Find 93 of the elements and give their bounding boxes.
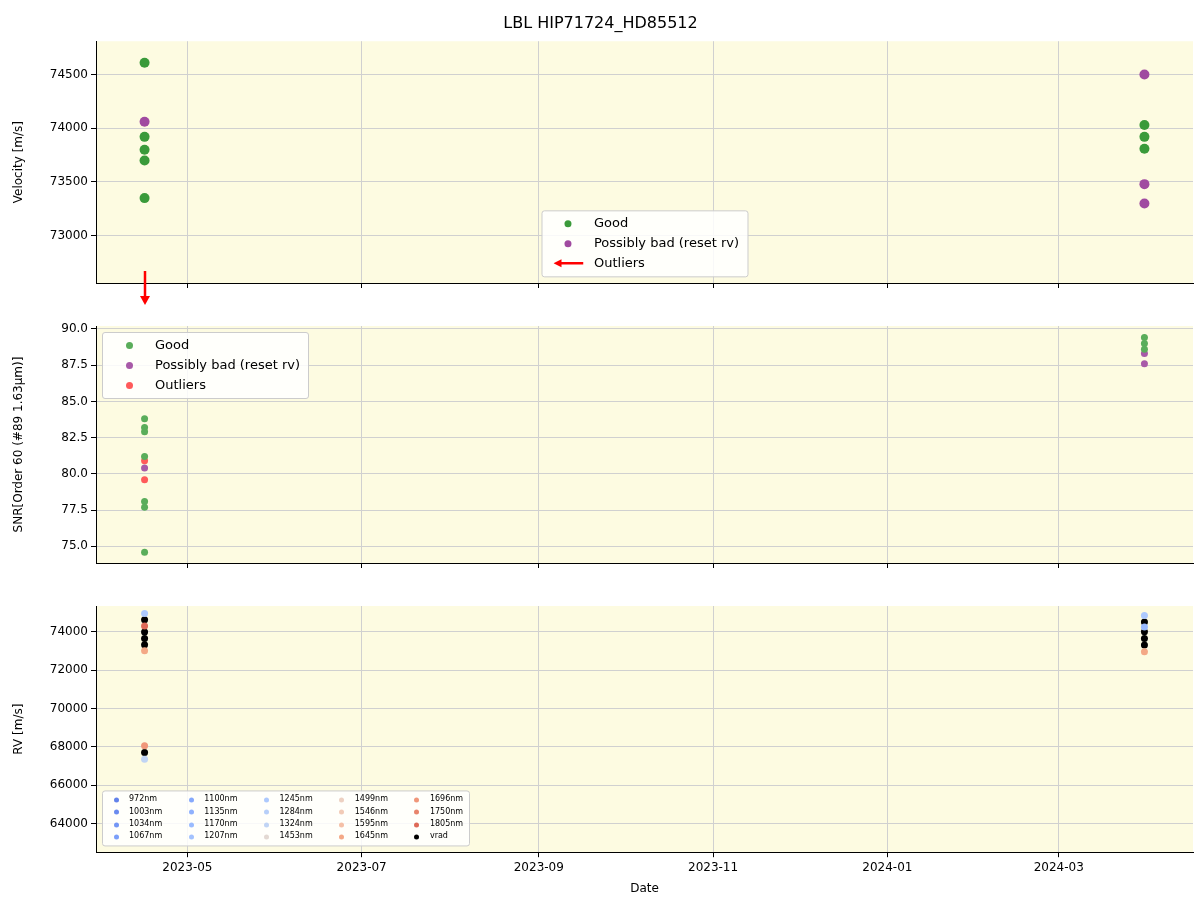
y-tick-label: 70000 <box>49 700 88 715</box>
y-tick-label: 80.0 <box>61 465 88 480</box>
legend-label: 1805nm <box>429 819 464 830</box>
point <box>1140 648 1148 656</box>
legend-label: 1546nm <box>354 807 388 818</box>
point <box>141 622 149 630</box>
point <box>141 497 149 505</box>
point <box>1139 131 1150 142</box>
point <box>141 415 149 423</box>
point <box>1139 179 1150 190</box>
point <box>1140 634 1148 642</box>
point <box>141 628 149 636</box>
y-tick-label: 64000 <box>49 815 88 830</box>
legend-label: 1003nm <box>129 807 163 818</box>
legend-label: Good <box>155 337 190 354</box>
point <box>1140 334 1148 342</box>
y-tick-label: 75.0 <box>61 538 88 553</box>
legend-label: 1135nm <box>204 807 238 818</box>
point <box>1139 120 1150 131</box>
point <box>1140 339 1148 347</box>
point <box>139 155 150 166</box>
y-axis-title: RV [m/s] <box>11 703 26 755</box>
y-axis-title: Velocity [m/s] <box>11 120 26 204</box>
legend-label: 1750nm <box>429 807 464 818</box>
legend-label: 1067nm <box>129 831 163 843</box>
point <box>1139 143 1150 154</box>
x-tick-label: 2023-07 <box>336 859 387 874</box>
point <box>1139 198 1150 209</box>
x-axis-title: Date <box>630 880 659 895</box>
x-tick-label: 2023-11 <box>687 859 739 874</box>
legend-label: Good <box>593 215 629 233</box>
point <box>141 503 149 511</box>
point <box>141 616 149 624</box>
legend-label: 1100nm <box>204 794 238 806</box>
y-tick-label: 74000 <box>49 623 88 638</box>
point <box>1140 611 1148 619</box>
point <box>141 647 149 655</box>
y-tick-label: 87.5 <box>61 357 88 372</box>
chart-title: LBL HIP71724_HD85512 <box>503 12 698 33</box>
point <box>141 464 149 472</box>
legend-label: 972nm <box>129 794 158 806</box>
y-tick-label: 73500 <box>49 174 88 189</box>
point <box>1140 623 1148 631</box>
point <box>1140 641 1148 649</box>
x-tick-label: 2023-09 <box>513 859 564 874</box>
point <box>141 609 149 617</box>
legend-label: 1324nm <box>279 819 313 830</box>
y-tick-label: 68000 <box>49 738 88 753</box>
point <box>139 131 150 142</box>
legend-label: 1595nm <box>354 819 388 830</box>
point <box>141 748 149 756</box>
legend-label: 1245nm <box>279 794 313 806</box>
x-tick-label: 2024-03 <box>1033 859 1084 874</box>
point <box>141 428 149 436</box>
y-tick-label: 66000 <box>49 777 88 792</box>
point <box>1140 360 1148 368</box>
y-tick-label: 74000 <box>49 120 88 135</box>
y-axis-title: SNR[Order 60 (#89 1.63μm)] <box>11 356 26 533</box>
legend-label: 1453nm <box>279 831 313 843</box>
legend-label: 1207nm <box>204 831 238 843</box>
legend-label: 1284nm <box>279 807 313 818</box>
legend-label: Outliers <box>593 255 645 272</box>
legend-label: Possibly bad (reset rv) <box>155 356 301 374</box>
point <box>1139 69 1150 80</box>
x-tick-label: 2024-01 <box>862 859 913 874</box>
x-tick-label: 2023-05 <box>162 859 213 874</box>
point <box>139 57 150 68</box>
y-tick-label: 72000 <box>49 662 88 677</box>
point <box>141 476 149 484</box>
point <box>141 634 149 642</box>
y-tick-label: 82.5 <box>61 429 88 444</box>
y-tick-label: 73000 <box>49 227 88 242</box>
legend-label: Outliers <box>155 376 206 394</box>
y-tick-label: 85.0 <box>61 393 88 408</box>
point <box>141 452 149 460</box>
point <box>141 755 149 763</box>
legend-label: 1696nm <box>429 794 464 806</box>
y-tick-label: 90.0 <box>61 321 88 336</box>
legend-label: 1645nm <box>354 831 388 843</box>
point <box>1140 345 1148 353</box>
point <box>141 641 149 649</box>
y-tick-label: 77.5 <box>61 502 88 517</box>
legend-label: Possibly bad (reset rv) <box>593 235 740 253</box>
point <box>139 144 150 155</box>
y-tick-label: 74500 <box>49 66 88 81</box>
legend-label: 1499nm <box>354 794 388 806</box>
point <box>139 116 150 127</box>
point <box>139 193 150 204</box>
legend-label: 1034nm <box>129 819 163 830</box>
legend-label: vrad <box>429 831 448 843</box>
point <box>141 548 149 556</box>
legend-label: 1170nm <box>204 819 238 830</box>
point <box>141 742 149 750</box>
